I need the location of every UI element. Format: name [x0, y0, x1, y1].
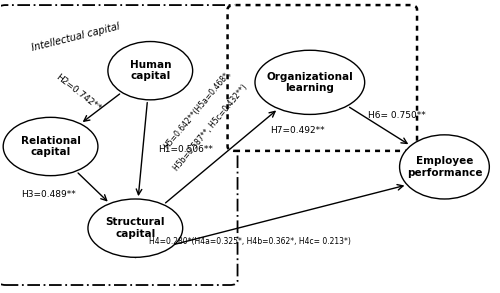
Ellipse shape — [108, 42, 192, 100]
Text: Intellectual capital: Intellectual capital — [30, 21, 121, 53]
FancyBboxPatch shape — [0, 5, 238, 285]
Text: H3=0.489**: H3=0.489** — [20, 190, 76, 199]
Text: H7=0.492**: H7=0.492** — [270, 126, 324, 135]
Text: H4=0.280*(H4a=0.325*, H4b=0.362*, H4c= 0.213*): H4=0.280*(H4a=0.325*, H4b=0.362*, H4c= 0… — [149, 237, 351, 246]
Text: Employee
performance: Employee performance — [406, 156, 482, 178]
Text: Organizational
learning: Organizational learning — [266, 71, 353, 93]
FancyBboxPatch shape — [228, 5, 417, 151]
Text: H5=0.642**(H5a=0.468*,: H5=0.642**(H5a=0.468*, — [162, 69, 233, 151]
Text: H1=0.506**: H1=0.506** — [158, 145, 212, 154]
Text: H5b=0.587**, H5c=0.432**): H5b=0.587**, H5c=0.432**) — [172, 83, 249, 173]
Ellipse shape — [400, 135, 490, 199]
Text: Human
capital: Human capital — [130, 60, 171, 81]
Text: Structural
capital: Structural capital — [106, 217, 165, 239]
Text: H6= 0.750**: H6= 0.750** — [368, 111, 426, 120]
Text: Relational
capital: Relational capital — [20, 136, 80, 157]
Ellipse shape — [255, 50, 364, 115]
Ellipse shape — [88, 199, 182, 257]
Text: H2=0.742**: H2=0.742** — [54, 72, 102, 113]
Ellipse shape — [3, 117, 98, 176]
